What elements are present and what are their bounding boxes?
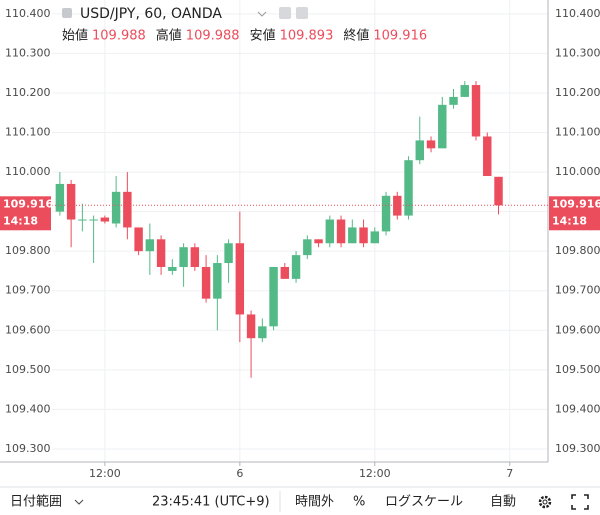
candle-body (494, 176, 503, 206)
candle-body (145, 239, 155, 252)
candle-body (258, 326, 267, 339)
gear-icon[interactable] (538, 495, 552, 509)
candle-body (280, 266, 290, 279)
candle-body (78, 219, 87, 221)
candle-body (314, 239, 323, 244)
fullscreen-button[interactable] (571, 494, 589, 510)
last-price-label: 109.916 (552, 197, 600, 210)
candle-body (359, 227, 368, 244)
symbol-title[interactable]: USD/JPY, 60, OANDA (80, 6, 222, 22)
y-tick-label: 110.000 (5, 165, 51, 178)
y-tick-label-right: 110.100 (555, 126, 600, 139)
candle-body (55, 183, 65, 212)
gear-hub[interactable] (542, 499, 548, 505)
last-price-tag (0, 196, 51, 231)
ohlc-label: 安値 (250, 28, 276, 44)
ohlc-value: 109.988 (186, 29, 240, 44)
y-tick-label-right: 109.500 (555, 363, 600, 376)
y-tick-label-right: 109.300 (555, 442, 600, 455)
settings-icon[interactable] (296, 7, 308, 19)
candle-body (426, 140, 436, 149)
candle-body (100, 217, 110, 222)
candle-body (336, 219, 346, 244)
y-tick-label: 109.500 (5, 363, 51, 376)
candle-body (168, 266, 177, 271)
date-range-button[interactable]: 日付範囲 (10, 495, 62, 510)
x-tick-label: 12:00 (359, 467, 391, 480)
settings-button[interactable] (538, 495, 552, 509)
candle-body (471, 85, 481, 137)
ohlc-value: 109.988 (92, 29, 146, 44)
toolbar: 日付範囲 23:45:41 (UTC+9) 時間外 % ログスケール 自動 (10, 491, 589, 512)
candle-body (449, 96, 458, 105)
log-scale-button[interactable]: ログスケール (385, 495, 463, 510)
auto-button[interactable]: 自動 (490, 495, 516, 510)
y-tick-label-right: 109.400 (555, 402, 600, 415)
y-tick-label: 109.800 (5, 244, 51, 257)
candle-body (269, 266, 278, 327)
eye-icon[interactable] (279, 7, 291, 19)
candle-body (134, 227, 143, 252)
candle-body (415, 140, 424, 161)
candle-body (156, 239, 166, 267)
ohlc-value: 109.893 (280, 29, 334, 44)
candle-body (291, 255, 301, 279)
ohlc-label: 高値 (156, 28, 182, 44)
candle-body (190, 247, 200, 267)
y-tick-label: 109.700 (5, 284, 51, 297)
candle-body (303, 239, 312, 256)
y-tick-label-right: 109.600 (555, 323, 600, 336)
candle-body (235, 243, 245, 315)
candle-body (224, 243, 233, 264)
y-tick-label-right: 110.300 (555, 46, 600, 59)
y-tick-label-right: 109.800 (555, 244, 600, 257)
countdown-label: 14:18 (552, 214, 587, 227)
last-price-tag (549, 196, 600, 231)
candle-body (483, 136, 492, 177)
candle-body (246, 314, 256, 339)
date-range-chevron[interactable] (74, 499, 84, 505)
candle-body (201, 266, 211, 299)
percent-button[interactable]: % (353, 495, 365, 510)
ohlc-value: 109.916 (373, 29, 427, 44)
dropdown-icon[interactable] (257, 11, 267, 17)
collapse-icon[interactable] (62, 8, 72, 18)
candle-body (179, 247, 188, 267)
candle-body (460, 85, 469, 97)
y-tick-label: 110.400 (5, 7, 51, 20)
candle-body (111, 191, 121, 224)
candle-body (123, 191, 132, 228)
x-tick-label: 6 (236, 467, 243, 480)
candle-body (404, 160, 413, 216)
ohlc-label: 始値 (62, 28, 88, 44)
countdown-label: 14:18 (3, 214, 38, 227)
y-tick-label-right: 110.200 (555, 86, 600, 99)
y-tick-label: 109.600 (5, 323, 51, 336)
candle-body (213, 263, 222, 299)
candle-body (438, 104, 447, 149)
x-tick-label: 12:00 (89, 467, 121, 480)
session-button[interactable]: 時間外 (295, 495, 334, 510)
candle-body (348, 227, 357, 244)
y-tick-label: 109.300 (5, 442, 51, 455)
last-price-label: 109.916 (3, 197, 53, 210)
y-tick-label: 110.100 (5, 126, 51, 139)
legend-header: USD/JPY, 60, OANDA (62, 6, 308, 22)
y-tick-label-right: 110.000 (555, 165, 600, 178)
y-tick-label-right: 109.700 (555, 284, 600, 297)
clock: 23:45:41 (UTC+9) (152, 495, 270, 510)
candle-body (66, 183, 76, 220)
candle-body (325, 219, 335, 244)
y-tick-label: 110.200 (5, 86, 51, 99)
candle-body (370, 231, 380, 244)
y-tick-label: 109.400 (5, 402, 51, 415)
x-tick-label: 7 (506, 467, 513, 480)
ohlc-label: 終値 (343, 28, 369, 44)
candle-body (89, 219, 98, 221)
candle-body (381, 195, 391, 232)
y-tick-label-right: 110.400 (555, 7, 600, 20)
y-tick-label: 110.300 (5, 46, 51, 59)
